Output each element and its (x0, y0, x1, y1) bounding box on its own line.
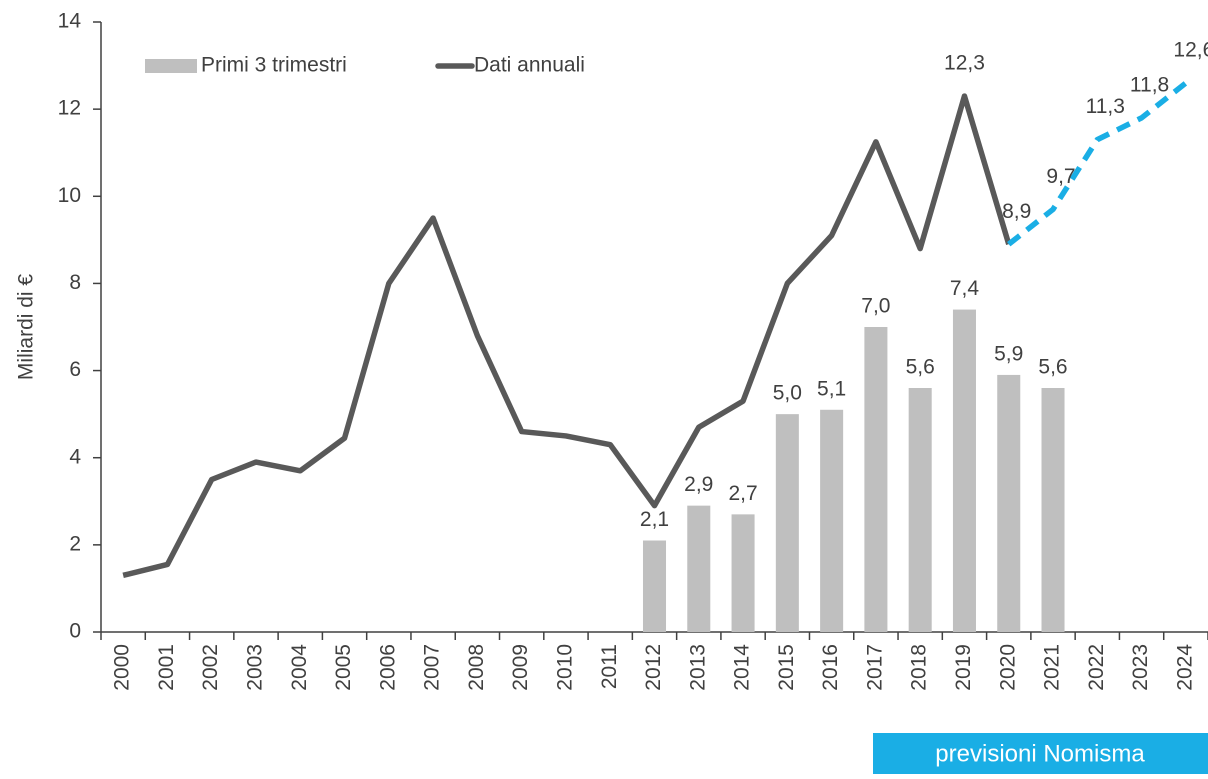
x-tick-label: 2003 (244, 644, 267, 691)
bar (687, 505, 711, 632)
data-label: 7,4 (950, 277, 980, 300)
bar (775, 414, 799, 632)
data-label: 11,8 (1130, 73, 1169, 96)
annotation-box (873, 733, 1208, 774)
x-tick-label: 2024 (1173, 644, 1196, 691)
x-tick-label: 2021 (1041, 644, 1064, 691)
data-label: 7,0 (861, 295, 890, 318)
line (122, 93, 1012, 579)
x-tick-label: 2007 (421, 644, 444, 691)
data-label: 5,1 (817, 377, 846, 400)
x-tick-label: 2000 (111, 644, 134, 691)
x-tick-label: 2006 (376, 644, 399, 691)
data-label: 9,7 (1046, 165, 1075, 188)
x-tick-label: 2017 (863, 644, 886, 691)
forecast-line (1007, 80, 1188, 247)
x-tick-label: 2011 (598, 644, 621, 689)
bar (864, 327, 888, 632)
bar (908, 388, 932, 632)
bar (997, 374, 1021, 632)
x-tick-label: 2013 (686, 644, 709, 691)
x-tick-label: 2020 (996, 644, 1019, 691)
x-tick-label: 2010 (553, 644, 576, 691)
x-tick-label: 2016 (819, 644, 842, 691)
legend-swatch (145, 59, 197, 73)
x-tick-label: 2014 (731, 644, 754, 691)
x-tick-label: 2022 (1085, 644, 1108, 691)
data-label: 5,9 (994, 342, 1023, 365)
bar (731, 514, 755, 632)
data-label: 2,9 (684, 473, 713, 496)
bar (952, 309, 976, 632)
x-tick-label: 2012 (642, 644, 665, 691)
y-tick-label: 2 (69, 532, 81, 555)
x-tick-label: 2002 (199, 644, 222, 691)
data-label: 5,6 (1038, 356, 1067, 379)
bar (642, 540, 667, 632)
x-tick-label: 2023 (1129, 644, 1152, 691)
legend-label: Primi 3 trimestri (201, 54, 347, 77)
annotation: previsioni Nomisma (935, 740, 1145, 767)
bar (820, 409, 844, 632)
data-label: 2,1 (640, 508, 669, 531)
y-tick-label: 6 (69, 358, 81, 381)
y-tick-label: 4 (69, 445, 81, 468)
y-axis-label: Miliardi di € (15, 274, 38, 381)
x-tick-label: 2004 (288, 644, 311, 691)
legend-label: Dati annuali (474, 54, 585, 77)
data-label: 5,0 (773, 382, 802, 405)
data-label: 11,3 (1086, 95, 1125, 118)
y-tick-label: 14 (58, 10, 82, 33)
bar (1041, 388, 1065, 632)
x-tick-label: 2019 (952, 644, 975, 691)
y-tick-label: 10 (58, 184, 81, 207)
x-tick-label: 2015 (775, 644, 798, 691)
y-tick-label: 0 (69, 620, 81, 643)
x-tick-label: 2008 (465, 644, 488, 691)
data-label: 12,3 (944, 52, 985, 75)
data-label: 5,6 (906, 356, 935, 379)
x-tick-label: 2005 (332, 644, 355, 691)
x-tick-label: 2001 (155, 644, 178, 691)
data-label: 2,7 (728, 482, 757, 505)
x-tick-label: 2018 (908, 644, 931, 691)
y-tick-label: 12 (58, 97, 81, 120)
x-tick-label: 2009 (509, 644, 532, 691)
data-label: 12,6 (1173, 39, 1208, 62)
y-tick-label: 8 (69, 271, 81, 294)
data-label: 8,9 (1002, 200, 1031, 223)
